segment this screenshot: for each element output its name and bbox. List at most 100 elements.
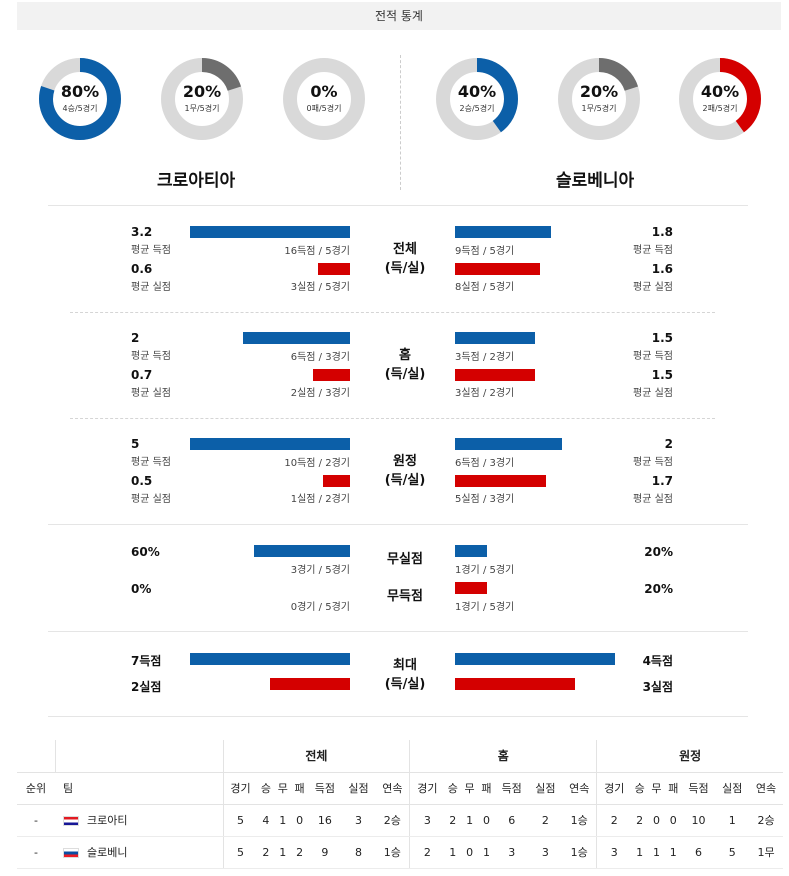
donut-chart <box>283 58 365 140</box>
column-header: 연속 <box>749 771 783 805</box>
column-header: 패 <box>291 771 308 805</box>
slovenia-flag-icon <box>63 848 79 858</box>
stat-cell: 9 <box>308 836 342 869</box>
donut-arc <box>558 58 640 140</box>
no-score-label: 무득점 <box>387 589 423 604</box>
stat-cell: 5 <box>222 804 258 837</box>
donut-percent: 40% <box>457 82 497 101</box>
column-header-row: 순위 팀 경기 승 무 패 득점 실점 연속 경기 승 무 패 득점 실점 연속 경기 승 무 패 득점 실점 연속 <box>17 771 783 805</box>
donut-chart <box>161 58 243 140</box>
stat-cell: 1 <box>274 836 292 869</box>
donut-chart <box>39 58 121 140</box>
standings-table: 전체 홈 원정 순위 팀 경기 승 무 패 득점 실점 연속 경기 승 무 패 득점 실점 연속 경기 승 무 패… <box>17 740 783 869</box>
column-header: 무 <box>274 771 292 805</box>
donut-percent: 80% <box>60 82 100 101</box>
column-header: 패 <box>664 771 682 805</box>
stat-cell: 1승 <box>562 804 597 837</box>
stat-cell: 0 <box>664 804 682 837</box>
column-header: 득점 <box>494 771 529 805</box>
donut-arc <box>161 58 243 140</box>
win-rate-donut: 20% 1무/5경기 <box>159 56 245 142</box>
home-avg-scored: 3.2 <box>131 225 153 239</box>
stat-cell: 1 <box>444 836 462 869</box>
column-header: 무 <box>461 771 479 805</box>
team-cell[interactable]: 슬로베니 <box>55 836 223 869</box>
stat-cell: 3 <box>409 804 445 837</box>
stat-cell: 2 <box>291 836 308 869</box>
column-header: 승 <box>257 771 275 805</box>
stat-cell: 2 <box>631 804 649 837</box>
table-row[interactable]: - 크로아티 5 4 1 0 16 3 2승 3 2 1 0 6 2 1승 2 2 0 0 10 1 2승 <box>17 804 783 837</box>
stat-cell: 1 <box>274 804 292 837</box>
home-scored-caption: 10득점 / 2경기 <box>284 458 350 469</box>
home-clean-sheet-caption: 3경기 / 5경기 <box>290 565 350 576</box>
away-avg-scored-label: 평균 득점 <box>633 245 673 256</box>
win-rate-donut: 0% 0패/5경기 <box>281 56 367 142</box>
away-scored-caption: 9득점 / 5경기 <box>455 246 515 257</box>
section-label-home: 홈 (득/실) <box>384 348 426 382</box>
home-scored-caption: 6득점 / 3경기 <box>290 352 350 363</box>
home-scored-caption: 16득점 / 5경기 <box>284 246 350 257</box>
stat-cell: 5 <box>222 836 258 869</box>
donut-chart <box>679 58 761 140</box>
away-avg-scored: 2 <box>664 437 673 451</box>
away-avg-conceded: 1.6 <box>651 262 673 276</box>
away-avg-conceded: 1.5 <box>651 368 673 382</box>
team-header: 팀 <box>55 771 223 805</box>
donut-percent: 20% <box>579 82 619 101</box>
away-avg-scored: 1.8 <box>651 225 673 239</box>
away-avg-conceded-label: 평균 실점 <box>633 282 673 293</box>
home-clean-sheet-pct: 60% <box>131 545 160 559</box>
stat-cell: 1무 <box>749 836 783 869</box>
divider <box>48 524 748 525</box>
home-avg-scored: 5 <box>131 437 140 451</box>
divider <box>48 205 748 206</box>
win-rate-donut: 40% 2승/5경기 <box>434 56 520 142</box>
stat-cell: 0 <box>648 804 665 837</box>
stat-cell: 1 <box>648 836 665 869</box>
stat-cell: 5 <box>715 836 750 869</box>
column-header: 실점 <box>341 771 376 805</box>
donut-caption: 2승/5경기 <box>459 104 495 113</box>
section-header: 전적 통계 <box>17 2 781 30</box>
stat-cell: 16 <box>308 804 342 837</box>
team-name: 크로아티 <box>87 814 128 827</box>
group-home: 홈 <box>409 740 597 772</box>
away-scored-caption: 6득점 / 3경기 <box>455 458 515 469</box>
home-no-score-pct: 0% <box>131 582 152 596</box>
stat-cell: 1 <box>664 836 682 869</box>
stat-cell: 3 <box>596 836 632 869</box>
table-row[interactable]: - 슬로베니 5 2 1 2 9 8 1승 2 1 0 1 3 3 1승 3 1 1 1 6 5 1무 <box>17 836 783 869</box>
home-conceded-caption: 2실점 / 3경기 <box>290 388 350 399</box>
stat-cell: 0 <box>291 804 308 837</box>
stat-cell: 6 <box>494 804 529 837</box>
away-avg-scored-label: 평균 득점 <box>633 351 673 362</box>
rank-cell: - <box>17 836 55 869</box>
donut-percent: 40% <box>700 82 740 101</box>
stat-cell: 3 <box>528 836 563 869</box>
home-avg-conceded: 0.5 <box>131 474 153 488</box>
donut-caption: 4승/5경기 <box>62 104 98 113</box>
away-avg-conceded: 1.7 <box>651 474 673 488</box>
away-scored-bar <box>455 332 535 344</box>
away-no-score-bar <box>455 582 487 594</box>
column-header: 실점 <box>715 771 750 805</box>
stat-cell: 1승 <box>375 836 410 869</box>
home-conceded-bar <box>323 475 350 487</box>
stat-cell: 3 <box>341 804 376 837</box>
team-cell[interactable]: 크로아티 <box>55 804 223 837</box>
donut-arc <box>39 58 121 140</box>
section-title: 전적 통계 <box>375 9 423 23</box>
home-avg-scored: 2 <box>131 331 140 345</box>
stat-cell: 2 <box>409 836 445 869</box>
stat-cell: 1승 <box>562 836 597 869</box>
away-scored-caption: 3득점 / 2경기 <box>455 352 515 363</box>
clean-sheet-label: 무실점 <box>387 552 423 567</box>
stat-cell: 10 <box>681 804 716 837</box>
stat-cell: 1 <box>461 804 479 837</box>
donut-arc <box>679 58 761 140</box>
column-header: 연속 <box>562 771 597 805</box>
home-no-score-caption: 0경기 / 5경기 <box>290 602 350 613</box>
home-max-scored-bar <box>190 653 350 665</box>
away-avg-scored: 1.5 <box>651 331 673 345</box>
